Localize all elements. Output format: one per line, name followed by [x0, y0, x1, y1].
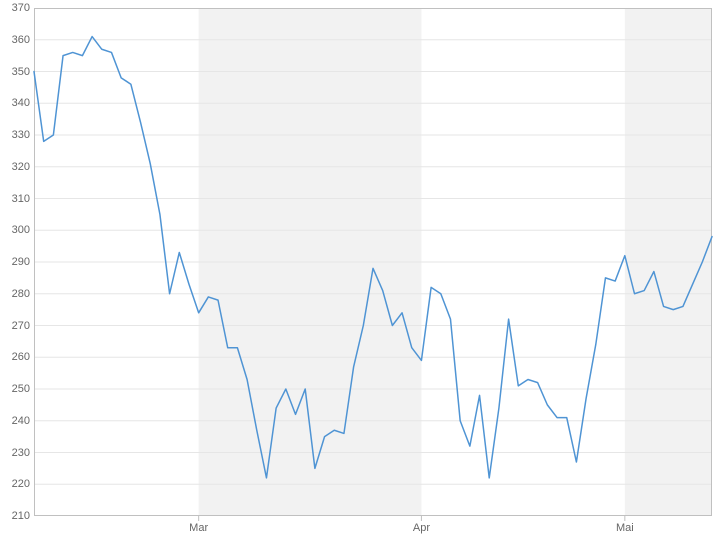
y-tick-label: 290	[0, 256, 30, 268]
y-tick-label: 240	[0, 415, 30, 427]
line-chart: 210 220 230 240 250 260 270 280 290 300 310 320 330 3…	[0, 0, 720, 540]
x-tick-label: Apr	[413, 522, 430, 534]
y-tick-label: 250	[0, 383, 30, 395]
x-tick-label: Mar	[189, 522, 208, 534]
chart-svg	[0, 0, 720, 540]
y-tick-label: 220	[0, 478, 30, 490]
x-tick-label: Mai	[616, 522, 634, 534]
y-tick-label: 340	[0, 97, 30, 109]
y-tick-label: 330	[0, 129, 30, 141]
y-tick-label: 310	[0, 193, 30, 205]
y-tick-label: 230	[0, 447, 30, 459]
y-axis-labels: 210 220 230 240 250 260 270 280 290 300 310 320 330 3…	[0, 0, 30, 540]
y-tick-label: 360	[0, 34, 30, 46]
y-tick-label: 300	[0, 224, 30, 236]
y-tick-label: 320	[0, 161, 30, 173]
y-tick-label: 280	[0, 288, 30, 300]
y-tick-label: 270	[0, 320, 30, 332]
y-tick-label: 210	[0, 510, 30, 522]
y-tick-label: 370	[0, 2, 30, 14]
y-tick-label: 350	[0, 66, 30, 78]
y-tick-label: 260	[0, 351, 30, 363]
